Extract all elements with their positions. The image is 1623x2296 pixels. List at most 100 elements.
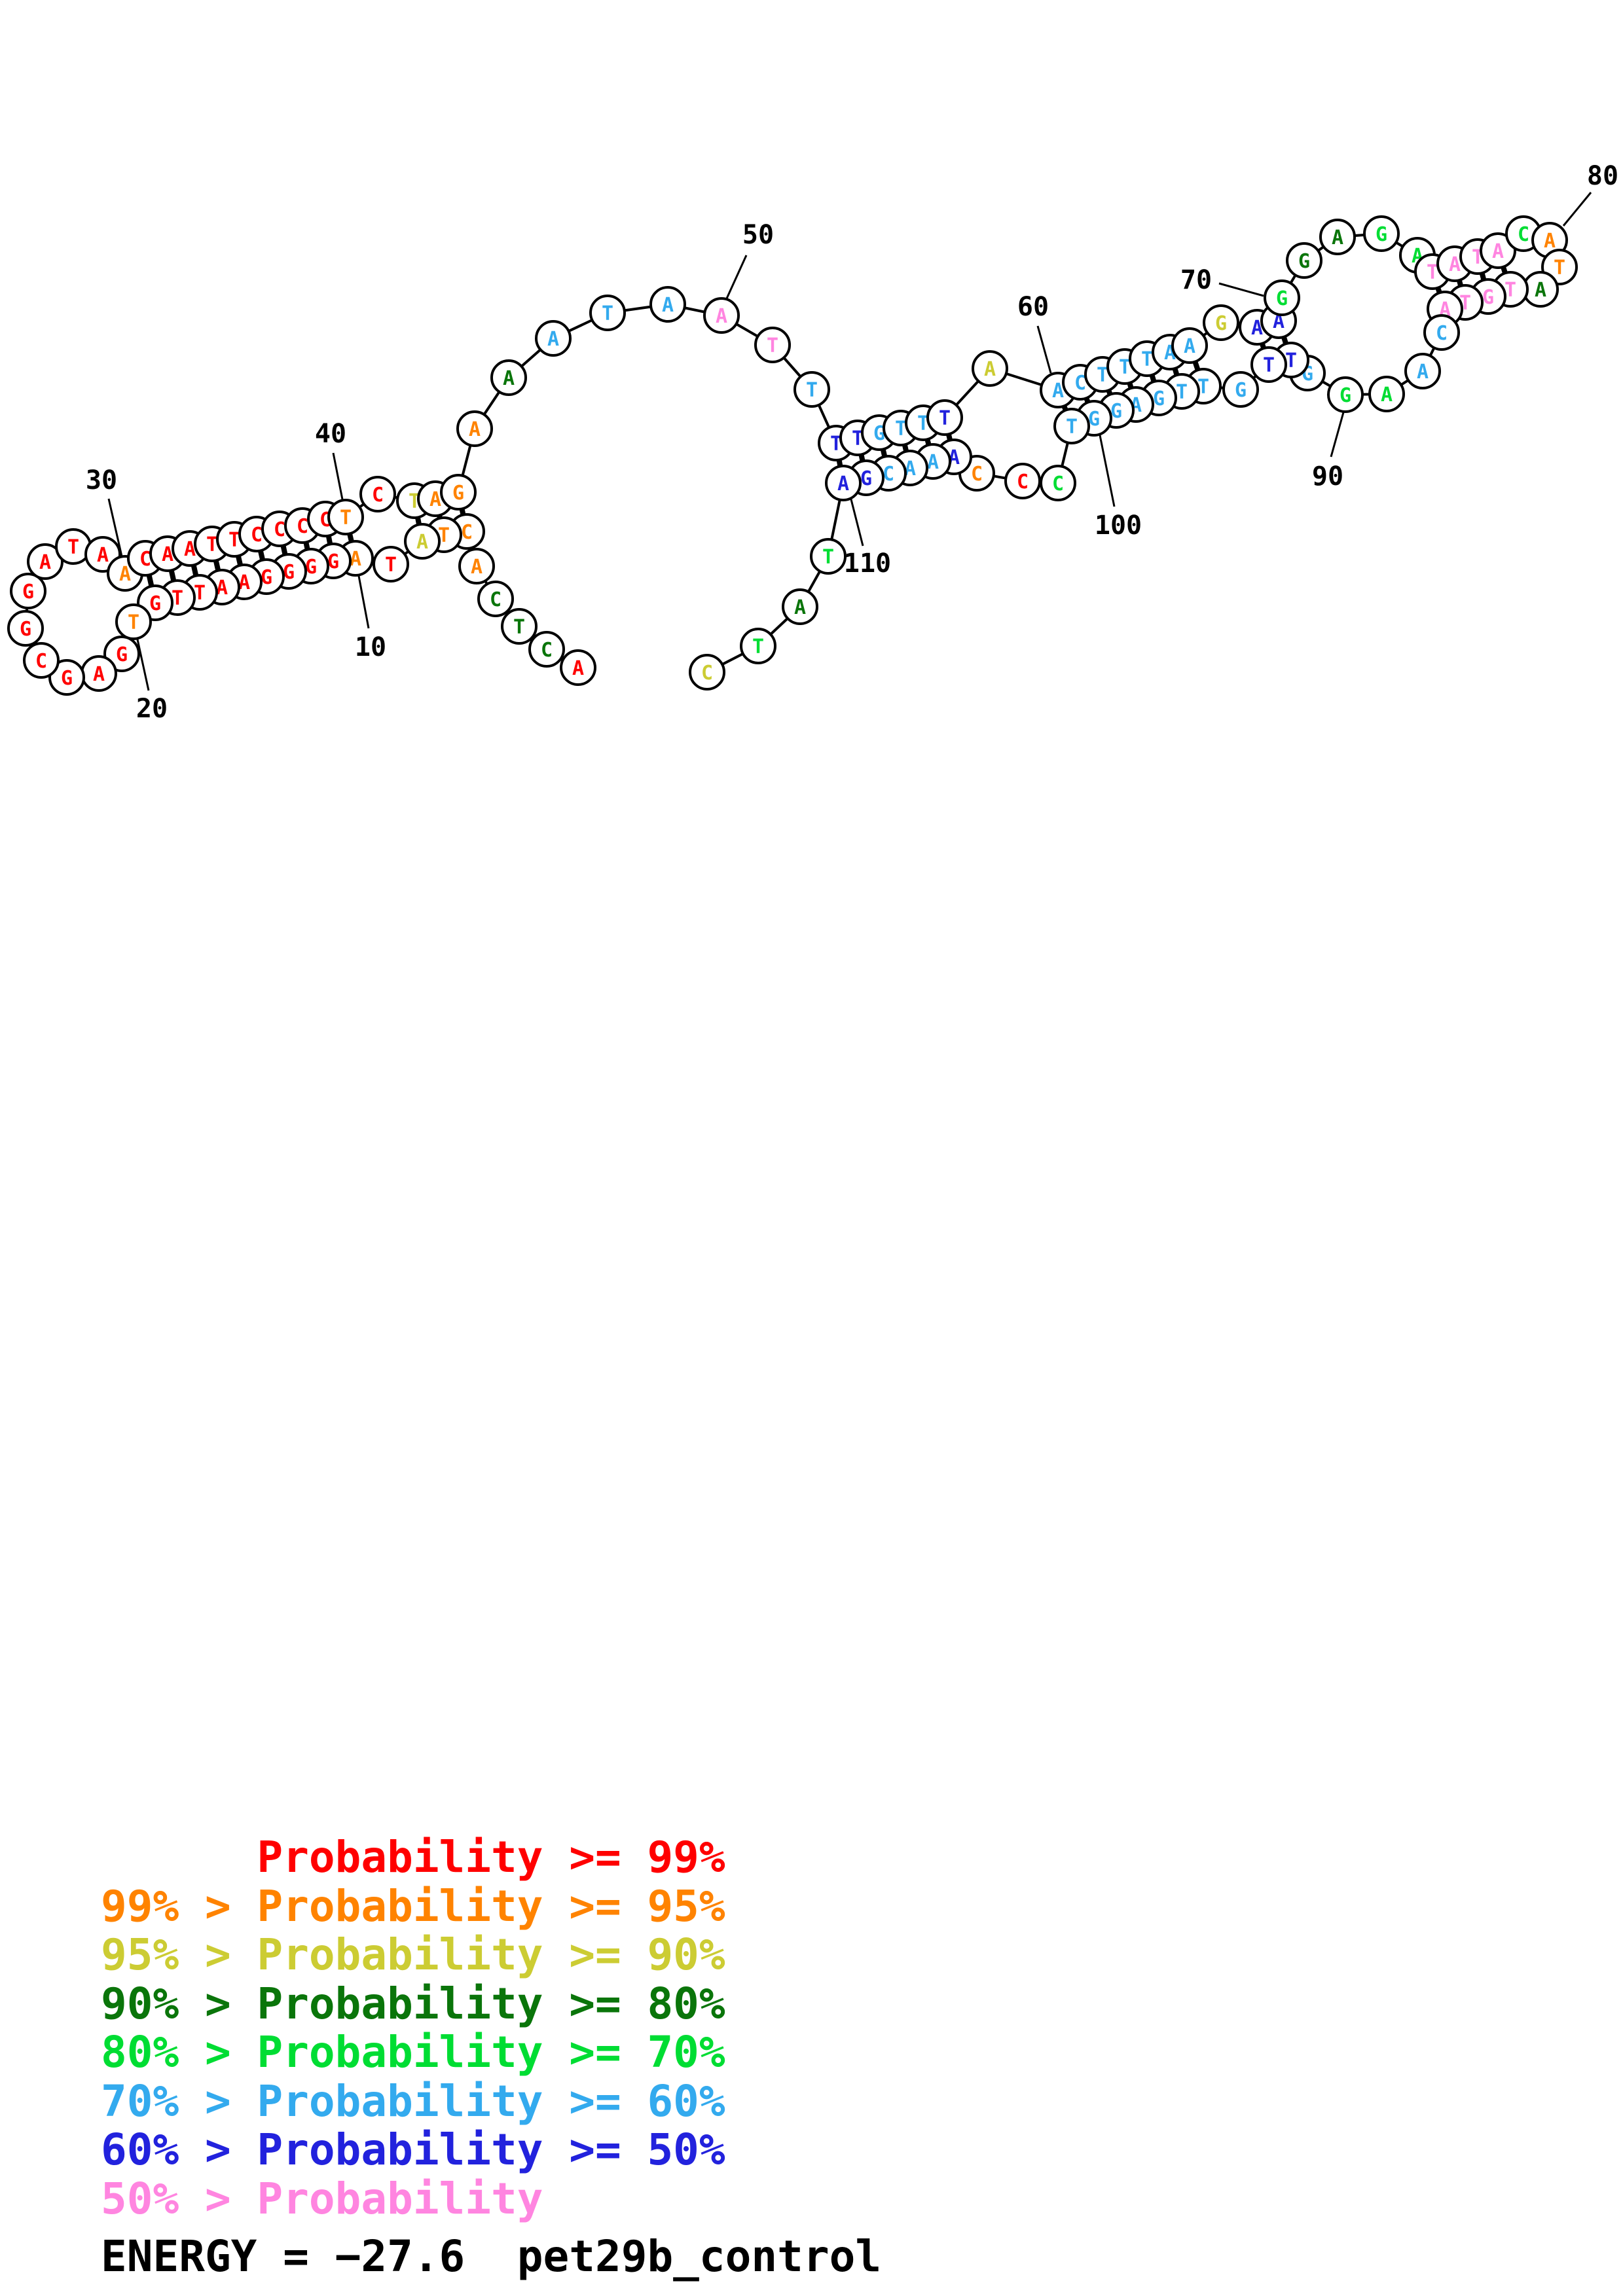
position-label-110: 110	[844, 548, 891, 579]
nucleotide-67: G	[1203, 304, 1239, 341]
nucleotide-letter: C	[541, 639, 553, 662]
nucleotide-46: A	[490, 359, 527, 396]
nucleotide-letter: C	[251, 524, 263, 547]
position-label-60: 60	[1017, 292, 1049, 322]
nucleotide-circle	[1286, 242, 1322, 279]
position-label-100: 100	[1095, 511, 1142, 541]
legend-line-6: 70% > Probability >= 60%	[101, 2075, 725, 2126]
nucleotide-letter: C	[461, 521, 473, 544]
nucleotide-letter: G	[305, 556, 317, 579]
nucleotide-letter: A	[1492, 240, 1504, 263]
nucleotide-letter: T	[752, 636, 764, 658]
nucleotide-letter: G	[1088, 408, 1100, 431]
nucleotide-3: T	[501, 608, 538, 645]
nucleotide-letter: T	[1285, 350, 1297, 372]
nucleotide-letter: C	[274, 518, 285, 541]
nucleotide-66: A	[1171, 327, 1208, 364]
nucleotide-letter: T	[939, 407, 951, 430]
nucleotide-letter: G	[61, 667, 73, 690]
nucleotide-letter: C	[883, 463, 894, 486]
nucleotide-24: C	[23, 642, 60, 679]
nucleotide-letter: A	[547, 328, 559, 351]
nucleotide-111: T	[810, 538, 847, 575]
position-label-90: 90	[1312, 461, 1343, 492]
nucleotide-letter: T	[602, 302, 613, 325]
nucleotide-letter: G	[1153, 387, 1165, 410]
nucleotide-circle	[1319, 219, 1356, 255]
nucleotide-letter: A	[97, 544, 109, 567]
legend-line-5: 80% > Probability >= 70%	[101, 2027, 725, 2077]
nucleotide-circle	[1040, 465, 1076, 501]
nucleotide-letter: A	[662, 294, 674, 317]
nucleotide-94: G	[1222, 371, 1259, 408]
nucleotide-letter: A	[794, 596, 806, 619]
nucleotide-8: A	[404, 523, 441, 560]
nucleotide-73: G	[1363, 215, 1400, 252]
nucleotide-letter: C	[1052, 473, 1064, 495]
position-pointer-line	[107, 498, 123, 557]
position-pointer-line	[1036, 325, 1052, 374]
nucleotide-89: A	[1368, 376, 1405, 412]
nucleotide-letter: A	[469, 418, 481, 441]
nucleotide-circle	[1368, 376, 1405, 412]
nucleotide-circle	[359, 476, 396, 512]
nucleotide-letter: C	[1074, 372, 1086, 395]
nucleotide-circle	[1053, 408, 1090, 444]
nucleotide-2: C	[528, 631, 565, 668]
nucleotide-letter: A	[1381, 384, 1393, 406]
nucleotide-circle	[456, 410, 493, 447]
nucleotide-letter: A	[350, 548, 361, 571]
position-label-30: 30	[86, 465, 117, 495]
nucleotide-78: A	[1480, 232, 1516, 269]
nucleotide-47: A	[535, 320, 572, 357]
nucleotide-letter: G	[1215, 312, 1227, 335]
nucleotide-letter: A	[416, 531, 428, 554]
nucleotide-letter: A	[984, 358, 996, 381]
nucleotide-letter: A	[1251, 317, 1263, 340]
nucleotide-23: G	[48, 659, 85, 696]
nucleotide-letter: T	[194, 582, 206, 605]
nucleotide-letter: A	[572, 657, 584, 680]
nucleotide-letter: T	[1066, 416, 1078, 439]
nucleotide-letter: C	[297, 515, 308, 538]
legend-line-4: 90% > Probability >= 80%	[101, 1978, 725, 2029]
position-pointer-line	[357, 575, 370, 629]
nucleotide-letter: A	[471, 556, 483, 579]
position-label-50: 50	[742, 220, 774, 250]
nucleotide-letter: T	[1197, 376, 1209, 399]
nucleotide-letter: T	[1263, 354, 1275, 377]
nucleotide-letter: C	[1436, 322, 1448, 345]
nucleotide-circle	[7, 610, 44, 647]
nucleotide-letter: T	[767, 334, 778, 357]
legend-line-1: Probability >= 99%	[101, 1832, 725, 1882]
nucleotide-72: A	[1319, 219, 1356, 255]
nucleotide-letter: T	[1119, 356, 1131, 379]
nucleotide-circle	[327, 499, 364, 535]
nucleotide-circle	[793, 371, 830, 408]
nucleotide-letter: A	[238, 571, 250, 594]
nucleotide-letter: A	[1417, 361, 1429, 384]
nucleotide-circle	[825, 465, 862, 501]
nucleotide-letter: T	[206, 533, 218, 556]
nucleotide-letter: A	[184, 538, 196, 561]
nucleotide-letter: T	[1141, 348, 1153, 371]
nucleotide-circle	[48, 659, 85, 696]
nucleotide-letter: G	[873, 422, 885, 445]
nucleotide-circle	[440, 474, 477, 511]
nucleotide-letter: A	[1449, 253, 1461, 276]
position-pointer-line	[136, 639, 150, 691]
nucleotide-circle	[535, 320, 572, 357]
nucleotide-letter: G	[149, 592, 161, 615]
nucleotide-letter: A	[119, 563, 131, 586]
nucleotide-letter: C	[1017, 471, 1029, 493]
nucleotide-circle	[373, 546, 409, 583]
nucleotide-letter: T	[385, 554, 397, 577]
nucleotide-letter: G	[283, 561, 295, 584]
nucleotide-letter: T	[228, 529, 240, 552]
nucleotide-letter: G	[860, 467, 872, 490]
nucleotide-letter: T	[1176, 381, 1188, 404]
nucleotide-letter: A	[429, 488, 441, 511]
nucleotide-50: A	[703, 297, 740, 334]
nucleotide-circle	[703, 297, 740, 334]
nucleotide-49: A	[649, 286, 686, 323]
